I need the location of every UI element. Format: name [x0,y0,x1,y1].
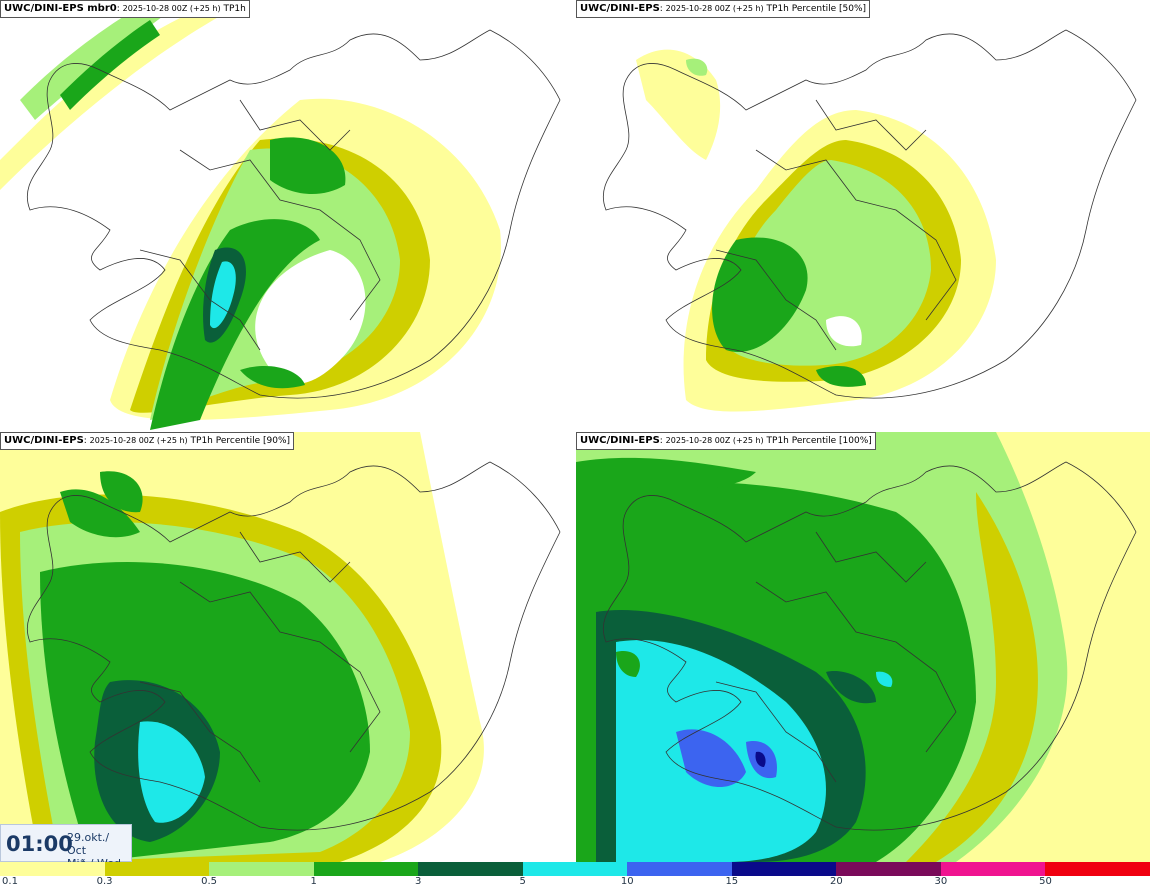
panel-title: UWC/DINI-EPS mbr0: 2025-10-28 00Z (+25 h… [0,0,250,18]
legend-swatch [0,862,106,876]
legend-swatch [1045,862,1150,876]
model-name: UWC/DINI-EPS [580,435,660,446]
field-name: TP1h Percentile [50%] [766,4,867,14]
legend-tick-label: 0.1 [2,876,18,887]
precip-map-mbr0 [0,0,561,430]
map-panel-p50: UWC/DINI-EPS: 2025-10-28 00Z (+25 h) TP1… [576,0,1150,430]
map-panel-p90: UWC/DINI-EPS: 2025-10-28 00Z (+25 h) TP1… [0,432,574,862]
model-name: UWC/DINI-EPS mbr0 [4,3,117,14]
map-panel-p100: UWC/DINI-EPS: 2025-10-28 00Z (+25 h) TP1… [576,432,1150,862]
run-time: 2025-10-28 00Z (+25 h) [122,4,221,13]
precip-color-legend: 0.1 0.3 0.5 1 3 5 10 15 20 30 50 [0,862,1150,891]
legend-swatch [940,862,1047,876]
iceland-coastline [26,461,561,831]
precip-contours [0,0,501,430]
legend-tick-label: 15 [725,876,739,887]
map-panel-mbr0: UWC/DINI-EPS mbr0: 2025-10-28 00Z (+25 h… [0,0,574,430]
legend-swatch [731,862,838,876]
legend-swatch [209,862,315,876]
run-time: 2025-10-28 00Z (+25 h) [665,436,764,445]
panel-title: UWC/DINI-EPS: 2025-10-28 00Z (+25 h) TP1… [576,432,876,450]
legend-swatch [104,862,211,876]
precip-map-p100 [576,432,1150,862]
model-name: UWC/DINI-EPS [4,435,84,446]
iceland-coastline [602,29,1137,399]
legend-swatch [627,862,733,876]
valid-time: 01:00 [6,832,73,856]
legend-swatch [836,862,942,876]
legend-tick-label: 0.5 [201,876,218,887]
panel-title: UWC/DINI-EPS: 2025-10-28 00Z (+25 h) TP1… [0,432,295,450]
legend-tick-label: 20 [829,876,843,887]
legend-tick-label: 0.3 [96,876,113,887]
panel-divider-horizontal [0,430,1150,432]
valid-time-box: 01:00 29.okt./ Oct Mið./ Wed [0,824,132,870]
legend-tick-label: 10 [620,876,634,887]
run-time: 2025-10-28 00Z (+25 h) [665,4,764,13]
field-name: TP1h Percentile [90%] [190,436,291,446]
run-time: 2025-10-28 00Z (+25 h) [89,436,188,445]
iceland-coastline [602,461,1137,831]
legend-swatch [418,862,524,876]
model-name: UWC/DINI-EPS [580,3,660,14]
legend-tick-label: 30 [934,876,948,887]
precip-contours [636,49,996,412]
legend-tick-label: 50 [1039,876,1052,887]
precip-contours [0,432,484,862]
iceland-coastline [26,29,561,399]
field-name: TP1h [223,4,246,14]
legend-swatch [313,862,420,876]
legend-tick-label: 1 [310,876,317,887]
legend-tick-label: 5 [519,876,526,887]
precip-map-p50 [602,29,1137,412]
legend-swatch [522,862,629,876]
precip-map-p90 [0,432,561,862]
field-name: TP1h Percentile [100%] [766,436,872,446]
legend-tick-label: 3 [414,876,422,887]
valid-date-line1: 29.okt./ Oct [67,831,110,857]
panel-title: UWC/DINI-EPS: 2025-10-28 00Z (+25 h) TP1… [576,0,871,18]
